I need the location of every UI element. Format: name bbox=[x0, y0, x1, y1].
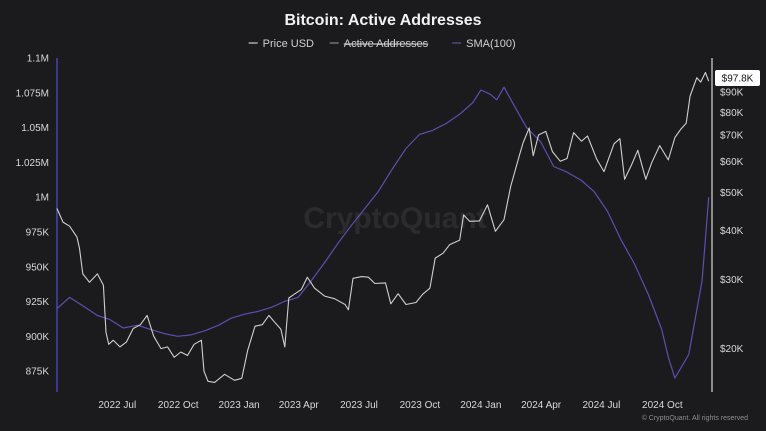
right-tick-label: $70K bbox=[720, 131, 744, 142]
x-tick-label: 2024 Jan bbox=[460, 400, 501, 411]
right-axis: $90K $80K $70K $60K $50K $40K $30K $20K bbox=[711, 58, 744, 392]
right-tick-label: $20K bbox=[720, 344, 744, 355]
left-tick-label: 1M bbox=[35, 193, 49, 204]
right-tick-label: $40K bbox=[720, 226, 744, 237]
chart-title: Bitcoin: Active Addresses bbox=[284, 12, 481, 29]
x-tick-label: 2023 Oct bbox=[400, 400, 441, 411]
series-layer bbox=[56, 71, 710, 383]
left-tick-label: 975K bbox=[26, 227, 50, 238]
x-tick-label: 2023 Apr bbox=[279, 400, 320, 411]
right-tick-label: $50K bbox=[720, 188, 744, 199]
left-tick-label: 925K bbox=[26, 297, 50, 308]
left-tick-label: 900K bbox=[26, 332, 50, 343]
legend-item-active-addresses[interactable]: Active Addresses bbox=[329, 38, 429, 50]
series-sma-100-line bbox=[56, 86, 710, 379]
legend-label: SMA(100) bbox=[466, 38, 516, 50]
legend-item-sma-100[interactable]: SMA(100) bbox=[452, 38, 516, 50]
left-tick-label: 1.1M bbox=[27, 54, 49, 65]
left-tick-label: 1.075M bbox=[16, 88, 49, 99]
x-axis: 2022 Jul 2022 Oct 2023 Jan 2023 Apr 2023 Jul… bbox=[98, 400, 682, 411]
x-tick-label: 2024 Jul bbox=[582, 400, 620, 411]
x-tick-label: 2024 Apr bbox=[521, 400, 562, 411]
current-price-badge: $97.8K bbox=[715, 70, 760, 87]
legend-label: Price USD bbox=[263, 38, 314, 50]
x-tick-label: 2022 Oct bbox=[158, 400, 199, 411]
legend-item-price-usd[interactable]: Price USD bbox=[248, 38, 314, 50]
current-price-badge-bg bbox=[715, 70, 760, 87]
legend-label: Active Addresses bbox=[344, 38, 429, 50]
left-tick-label: 875K bbox=[26, 367, 50, 378]
right-tick-label: $30K bbox=[720, 275, 744, 286]
left-tick-label: 1.025M bbox=[16, 158, 49, 169]
right-tick-label: $90K bbox=[720, 88, 744, 99]
x-tick-label: 2024 Oct bbox=[642, 400, 683, 411]
right-tick-label: $60K bbox=[720, 157, 744, 168]
watermark: CryptoQuant bbox=[303, 202, 486, 235]
left-tick-label: 950K bbox=[26, 262, 50, 273]
left-axis: 1.1M 1.075M 1.05M 1.025M 1M 975K 950K 925K 900K 8… bbox=[16, 54, 58, 392]
footer-copyright: © CryptoQuant. All rights reserved bbox=[642, 414, 748, 422]
x-tick-label: 2023 Jul bbox=[340, 400, 378, 411]
series-price-usd-line bbox=[56, 71, 710, 383]
current-price-label: $97.8K bbox=[722, 74, 754, 85]
x-tick-label: 2023 Jan bbox=[219, 400, 260, 411]
left-tick-label: 1.05M bbox=[21, 123, 49, 134]
x-tick-label: 2022 Jul bbox=[98, 400, 136, 411]
legend: Price USD Active Addresses SMA(100) bbox=[248, 38, 516, 50]
right-tick-label: $80K bbox=[720, 108, 744, 119]
